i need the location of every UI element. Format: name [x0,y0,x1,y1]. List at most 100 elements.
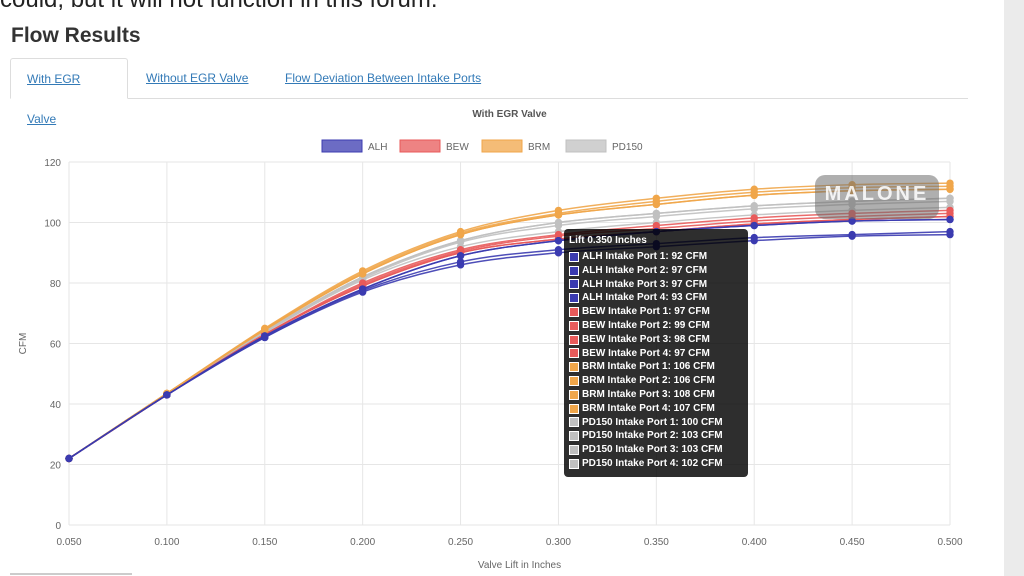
tooltip-row: ALH Intake Port 2: 97 CFM [569,264,743,278]
data-point [946,215,954,224]
tooltip-swatch [569,265,579,276]
tooltip-row-text: PD150 Intake Port 1: 100 CFM [582,416,723,428]
data-point [65,454,73,463]
data-point [554,221,563,230]
series-line [68,218,951,460]
tooltip-row: PD150 Intake Port 4: 102 CFM [569,457,743,471]
series-line [68,185,951,460]
x-tick-label: 0.350 [644,537,669,548]
y-tick-label: 40 [50,400,62,411]
tooltip-swatch [569,445,579,456]
data-point [946,197,954,206]
tooltip-row-text: BEW Intake Port 2: 99 CFM [582,319,710,331]
series-line [68,182,951,460]
x-tick-label: 0.300 [546,537,571,548]
legend-label: PD150 [612,142,643,153]
x-tick-label: 0.150 [252,537,277,548]
tooltip-swatch [569,279,579,290]
watermark-logo: MALONE TUNING [815,175,939,219]
x-axis-label: Valve Lift in Inches [478,560,561,571]
series-line [68,200,951,460]
tooltip-row-text: PD150 Intake Port 2: 103 CFM [582,430,723,442]
data-point [554,246,563,254]
series-line [68,233,951,460]
tooltip-swatch [569,307,579,318]
divider [10,573,132,575]
data-point [554,209,563,218]
tooltip-row-text: BRM Intake Port 4: 107 CFM [582,402,715,414]
tab-bar: With EGR Valve Without EGR Valve Flow De… [10,58,968,126]
x-tick-label: 0.200 [350,537,375,548]
tooltip-row: PD150 Intake Port 2: 103 CFM [569,429,743,443]
tooltip-swatch [569,389,579,400]
legend-swatch [481,139,523,153]
tooltip-row: BRM Intake Port 1: 106 CFM [569,360,743,374]
flow-chart: 0 20 40 60 80 100 120 0.050 0.100 0.150 0.200 0.250… [18,109,963,571]
y-tick-label: 60 [50,340,62,351]
tooltip-swatch [569,376,579,387]
tooltip-row-text: ALH Intake Port 3: 97 CFM [582,278,708,290]
data-point [456,252,465,260]
x-tick-label: 0.500 [937,537,962,548]
tooltip-row: PD150 Intake Port 3: 103 CFM [569,443,743,457]
tooltip-row: ALH Intake Port 4: 93 CFM [569,291,743,305]
tooltip-row: BEW Intake Port 2: 99 CFM [569,319,743,333]
tooltip-row-text: PD150 Intake Port 4: 102 CFM [582,457,723,469]
data-point [456,238,465,246]
y-tick-label: 0 [55,521,61,532]
data-point [750,205,758,213]
tab-with-egr-valve[interactable]: With EGR Valve [10,58,128,126]
tooltip-swatch [569,431,579,442]
tooltip-row: PD150 Intake Port 1: 100 CFM [569,416,743,430]
data-point [554,236,563,245]
series-line [68,209,951,460]
tooltip-row-text: BEW Intake Port 3: 98 CFM [582,333,710,345]
tooltip-row-text: ALH Intake Port 1: 92 CFM [582,251,708,262]
tooltip-row-text: ALH Intake Port 2: 97 CFM [582,264,708,276]
series-line [68,212,951,460]
legend-swatch [321,139,363,153]
data-point [946,227,954,236]
tooltip-swatch [569,334,579,345]
legend-label: BRM [528,142,550,153]
tooltip-swatch [569,320,579,331]
tab-flow-deviation[interactable]: Flow Deviation Between Intake Ports [285,71,482,85]
series-line [68,215,951,460]
scrollbar-track[interactable] [1004,0,1024,576]
forum-text: could, but it will not function in this … [0,0,438,14]
tooltip-swatch [569,251,579,262]
data-point [456,258,465,266]
data-point [358,286,367,295]
data-point [750,221,758,230]
data-point [750,233,758,242]
x-tick-label: 0.450 [840,537,865,548]
tooltip-swatch [569,362,579,373]
tab-without-egr-valve[interactable]: Without EGR Valve [146,71,249,85]
data-point [261,333,269,342]
data-point [261,325,269,333]
series-line [68,218,951,460]
tooltip-row: BEW Intake Port 1: 97 CFM [569,305,743,319]
data-point [946,182,954,190]
tooltip-row: BRM Intake Port 2: 106 CFM [569,374,743,388]
legend-swatch [399,139,441,153]
tooltip-row: BEW Intake Port 4: 97 CFM [569,347,743,361]
y-axis-label: CFM [18,333,29,355]
chart-tooltip: Lift 0.350 Inches ALH Intake Port 1: 92 … [564,229,748,477]
data-point [652,197,661,206]
tooltip-swatch [569,417,579,428]
tooltip-row-text: BRM Intake Port 3: 108 CFM [582,388,715,400]
y-tick-label: 80 [50,279,62,290]
x-tick-label: 0.050 [56,537,81,548]
tooltip-row-text: ALH Intake Port 4: 93 CFM [582,292,708,304]
tooltip-swatch [569,293,579,304]
tooltip-row-text: BEW Intake Port 4: 97 CFM [582,347,710,359]
tooltip-row-text: BEW Intake Port 1: 97 CFM [582,306,710,318]
tooltip-row: ALH Intake Port 1: 92 CFM [569,250,743,264]
tooltip-swatch [569,348,579,359]
data-point [848,230,856,239]
series-line [68,230,951,460]
data-point [750,188,758,196]
legend-label: BEW [446,142,469,153]
tooltip-title: Lift 0.350 Inches [569,235,647,246]
